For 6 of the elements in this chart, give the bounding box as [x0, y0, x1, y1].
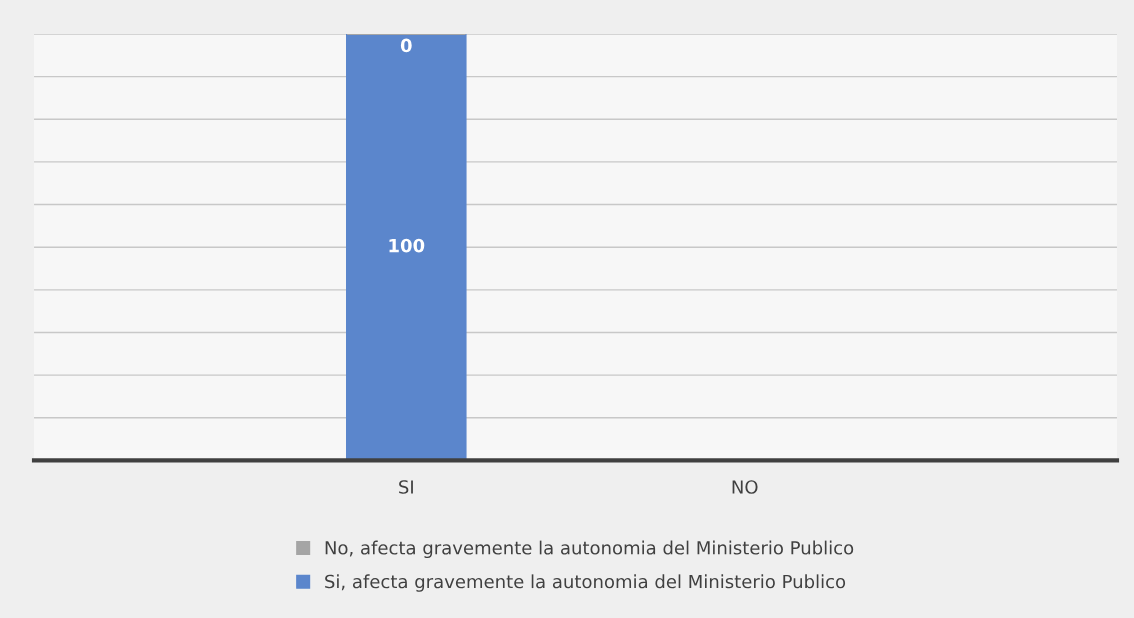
legend-label: No, afecta gravemente la autonomia del Ministerio Publico — [325, 540, 854, 559]
data-label: 100 — [389, 238, 425, 253]
x-tick-label: SI — [399, 480, 413, 494]
data-label: 0 — [400, 38, 412, 53]
legend-label: Si, afecta gravemente la autonomia del Ministerio Publico — [325, 574, 846, 592]
x-tick-label: NO — [732, 480, 758, 494]
